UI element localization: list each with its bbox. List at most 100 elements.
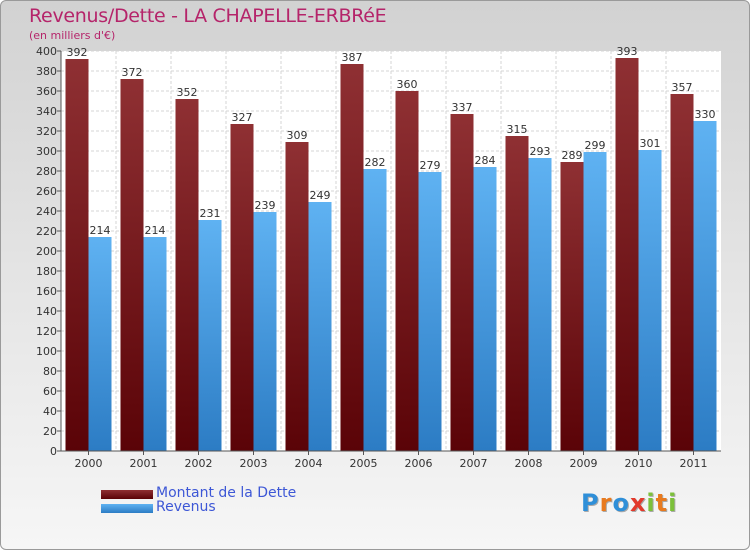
logo-letter: r [599,489,613,517]
data-label: 337 [452,101,473,114]
revenus-bar [88,237,112,451]
revenus-bar [638,150,662,451]
x-tick-label: 2006 [405,457,433,470]
y-tick-label: 200 [36,245,57,258]
data-label: 360 [397,78,418,91]
data-label: 301 [640,137,661,150]
dette-bar [670,94,694,451]
revenus-bar [693,121,717,451]
axis-layer: 0 20 40 60 80 100 120 140 160 180 200 220 240 260 280 3… [36,45,721,470]
data-label: 293 [530,145,551,158]
revenus-bar [528,158,552,451]
x-tick-label: 2004 [295,457,323,470]
data-label: 231 [200,207,221,220]
y-tick-label: 220 [36,225,57,238]
legend-label-revenus: Revenus [156,499,216,515]
revenus-bar [363,169,387,451]
y-tick-label: 340 [36,105,57,118]
data-label: 282 [365,156,386,169]
logo-letter: t [655,489,669,517]
revenus-bar [253,212,277,451]
dette-bar [560,162,584,451]
data-label: 352 [177,86,198,99]
legend-item-revenus: Revenus [101,499,361,517]
y-tick-label: 40 [43,405,57,418]
data-label: 309 [287,129,308,142]
y-tick-label: 160 [36,285,57,298]
data-label: 249 [310,189,331,202]
y-tick-label: 0 [50,445,57,458]
data-label: 330 [695,108,716,121]
y-tick-label: 380 [36,65,57,78]
data-label: 357 [672,81,693,94]
data-label: 214 [90,224,111,237]
logo-letter: i [646,489,656,517]
y-tick-label: 320 [36,125,57,138]
data-label: 372 [122,66,143,79]
logo-letter: o [612,489,630,517]
logo-letter: i [668,489,678,517]
y-tick-label: 80 [43,365,57,378]
bar-layer [65,58,717,451]
dette-bar [65,59,89,451]
dette-bar [340,64,364,451]
dette-bar [395,91,419,451]
dette-bar [285,142,309,451]
logo-letter: x [629,489,647,517]
revenus-bar [143,237,167,451]
x-tick-label: 2003 [240,457,268,470]
dette-bar [230,124,254,451]
proxiti-logo: Proxiti [581,489,677,517]
dette-bar [175,99,199,451]
y-tick-label: 20 [43,425,57,438]
x-tick-label: 2000 [75,457,103,470]
dette-bar [120,79,144,451]
y-tick-label: 60 [43,385,57,398]
data-label: 279 [420,159,441,172]
y-tick-label: 120 [36,325,57,338]
x-tick-label: 2005 [350,457,378,470]
data-label: 387 [342,51,363,64]
chart-title: Revenus/Dette - LA CHAPELLE-ERBRéE [29,5,387,27]
dette-bar [505,136,529,451]
data-label: 239 [255,199,276,212]
revenus-bar [473,167,497,451]
y-tick-label: 240 [36,205,57,218]
legend-swatch-dette [101,490,153,499]
y-tick-label: 400 [36,45,57,58]
x-tick-label: 2009 [570,457,598,470]
dette-bar [615,58,639,451]
y-tick-label: 300 [36,145,57,158]
y-tick-label: 180 [36,265,57,278]
data-label: 214 [145,224,166,237]
revenus-bar [198,220,222,451]
chart-subtitle: (en milliers d'€) [29,29,116,42]
revenus-bar [583,152,607,451]
dette-bar [450,114,474,451]
legend-swatch-revenus [101,504,153,513]
x-tick-label: 2010 [625,457,653,470]
logo-letter: P [581,489,600,517]
x-tick-label: 2007 [460,457,488,470]
y-tick-label: 260 [36,185,57,198]
data-label: 299 [585,139,606,152]
x-tick-label: 2008 [515,457,543,470]
data-label: 327 [232,111,253,124]
x-tick-label: 2002 [185,457,213,470]
y-tick-label: 140 [36,305,57,318]
revenus-bar [418,172,442,451]
x-tick-label: 2001 [130,457,158,470]
data-label: 393 [617,45,638,58]
x-tick-label: 2011 [680,457,708,470]
data-label: 284 [475,154,496,167]
data-label: 392 [67,46,88,59]
data-label: 289 [562,149,583,162]
y-tick-label: 360 [36,85,57,98]
grid-layer [61,50,721,452]
legend-label-dette: Montant de la Dette [156,485,297,501]
data-label: 315 [507,123,528,136]
revenus-bar [308,202,332,451]
y-tick-label: 280 [36,165,57,178]
